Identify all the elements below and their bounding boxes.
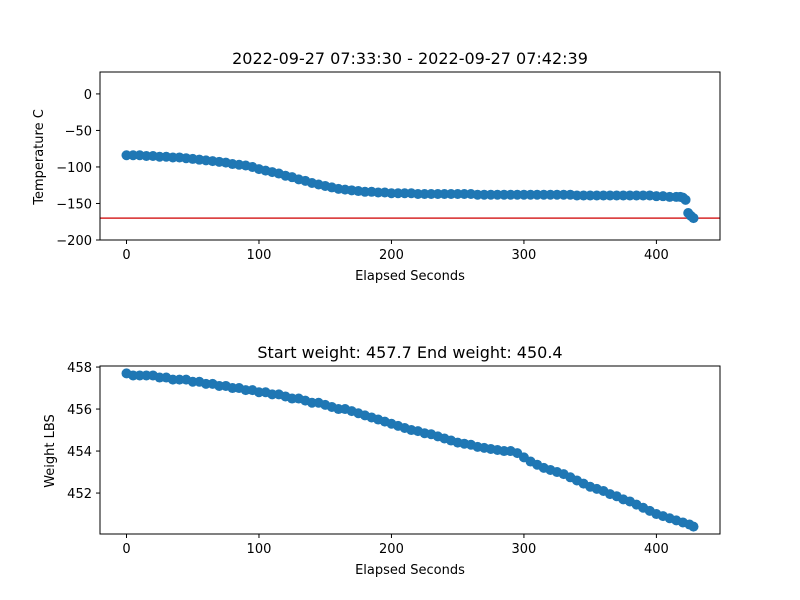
x-tick-label: 0 xyxy=(122,542,130,557)
y-tick-label: −200 xyxy=(56,234,92,249)
y-tick-label: −100 xyxy=(56,161,92,176)
temperature-plot: 0 100 200 300 400 0 −50 −100 −150 −200 xyxy=(56,71,721,263)
data-point xyxy=(688,521,699,532)
x-tick-label: 200 xyxy=(379,542,404,557)
y-axis-label-temperature: Temperature C xyxy=(32,109,47,206)
data-point xyxy=(688,213,699,224)
x-axis-label-weight: Elapsed Seconds xyxy=(355,563,465,578)
x-tick-label: 100 xyxy=(247,542,272,557)
x-tick-label: 400 xyxy=(644,248,669,263)
x-tick-label: 300 xyxy=(512,248,537,263)
x-tick-label: 0 xyxy=(122,248,130,263)
y-tick-label: −50 xyxy=(65,124,92,139)
y-tick-label: −150 xyxy=(56,197,92,212)
y-tick-label: 452 xyxy=(67,487,92,502)
plot-frame xyxy=(99,71,721,241)
x-tick-label: 400 xyxy=(644,542,669,557)
x-tick-label: 100 xyxy=(247,248,272,263)
y-tick-label: 456 xyxy=(67,403,92,418)
data-point xyxy=(680,194,691,205)
chart-title-weight: Start weight: 457.7 End weight: 450.4 xyxy=(257,343,562,362)
y-tick-label: 458 xyxy=(67,361,92,376)
weight-plot: 0 100 200 300 400 458 456 454 452 xyxy=(67,361,721,557)
chart-title-temperature: 2022-09-27 07:33:30 - 2022-09-27 07:42:3… xyxy=(232,49,588,68)
plot-frame xyxy=(99,365,721,535)
x-tick-label: 200 xyxy=(379,248,404,263)
x-axis-label-temperature: Elapsed Seconds xyxy=(355,269,465,284)
y-tick-label: 0 xyxy=(84,88,92,103)
y-axis-label-weight: Weight LBS xyxy=(43,414,58,488)
y-tick-label: 454 xyxy=(67,445,92,460)
x-tick-label: 300 xyxy=(512,542,537,557)
